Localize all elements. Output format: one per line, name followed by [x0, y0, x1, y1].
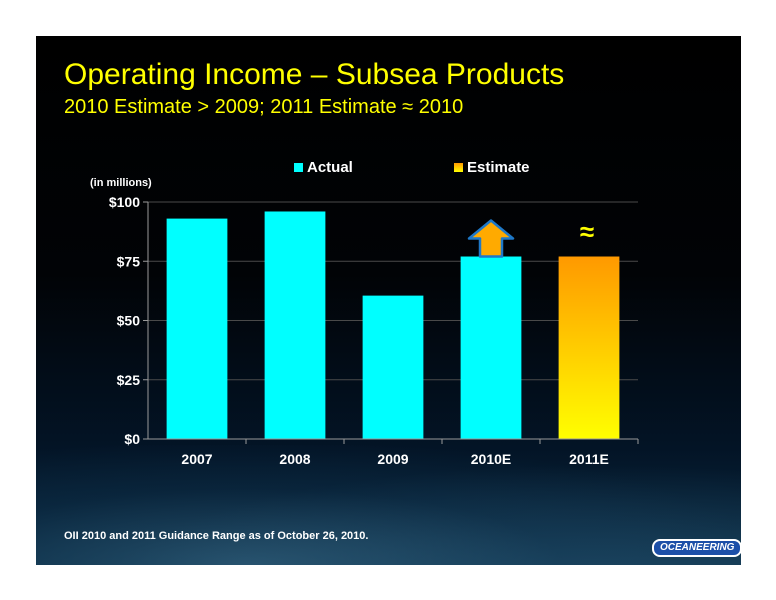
legend-item-estimate: Estimate [454, 158, 530, 176]
legend-label-estimate: Estimate [467, 158, 530, 176]
legend-swatch-actual [294, 162, 303, 172]
approx-annotation: ≈ [580, 217, 594, 247]
y-tick-label: $0 [124, 431, 140, 447]
y-tick-label: $100 [109, 194, 140, 210]
x-tick-label: 2010E [471, 451, 511, 467]
bar-actual-2010e [460, 256, 522, 439]
slide: Operating Income – Subsea Products 2010 … [36, 36, 741, 565]
x-tick-label: 2011E [569, 451, 609, 467]
legend-swatch-estimate [454, 162, 463, 172]
x-tick-label: 2009 [377, 451, 408, 467]
slide-title: Operating Income – Subsea Products [64, 58, 565, 91]
y-axis-units-label: (in millions) [90, 177, 152, 189]
footnote: OII 2010 and 2011 Guidance Range as of O… [64, 530, 369, 542]
up-arrow-icon [467, 219, 515, 258]
seafloor-background [36, 445, 741, 565]
x-tick-label: 2007 [181, 451, 212, 467]
y-tick-label: $75 [117, 253, 141, 269]
oceaneering-logo: OCEANEERING [652, 539, 741, 557]
legend-item-actual: Actual [294, 158, 353, 176]
legend-label-actual: Actual [307, 158, 353, 176]
bar-estimate-2011e [558, 256, 620, 439]
slide-subtitle: 2010 Estimate > 2009; 2011 Estimate ≈ 20… [64, 96, 464, 118]
bar-chart: $0 $25 $50 $75 $100 2007 2008 2009 2010E 2011E ≈ [109, 194, 639, 467]
bar-actual-2009 [362, 295, 424, 439]
bar-actual-2007 [166, 218, 228, 439]
x-tick-label: 2008 [279, 451, 310, 467]
bar-actual-2008 [264, 211, 326, 439]
y-tick-label: $25 [117, 372, 141, 388]
y-tick-label: $50 [117, 313, 141, 329]
